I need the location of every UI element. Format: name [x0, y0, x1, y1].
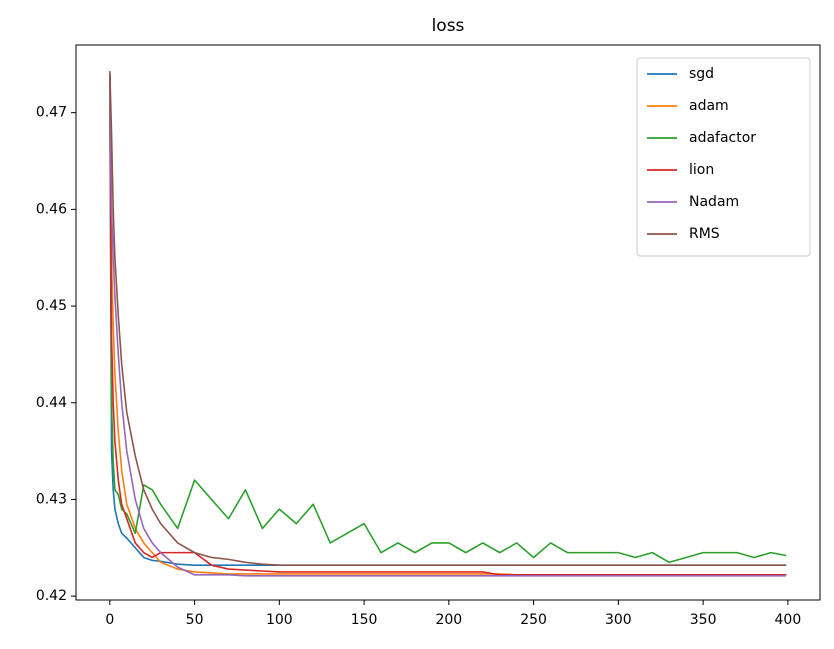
y-tick-label: 0.43: [36, 491, 67, 507]
x-tick-label: 50: [186, 612, 204, 628]
x-tick-label: 350: [690, 612, 717, 628]
legend-box: [636, 57, 811, 257]
x-tick-label: 400: [775, 612, 802, 628]
x-tick-label: 100: [266, 612, 293, 628]
legend-label: adam: [689, 98, 729, 114]
series-line: [109, 71, 787, 566]
chart-title: loss: [432, 16, 465, 36]
y-tick-label: 0.46: [36, 201, 67, 217]
legend-label: Nadam: [689, 194, 739, 210]
series-line: [109, 74, 787, 577]
legend-label: RMS: [689, 226, 720, 242]
x-tick-label: 150: [351, 612, 378, 628]
x-tick-label: 200: [435, 612, 462, 628]
y-tick-label: 0.42: [36, 588, 67, 604]
y-tick-label: 0.47: [36, 105, 67, 121]
legend-label: adafactor: [689, 130, 756, 146]
legend-label: sgd: [689, 66, 714, 82]
y-tick-label: 0.45: [36, 298, 67, 314]
plot-frame: [75, 44, 821, 601]
legend: sgd adam adafactor lion Nadam RMS: [636, 57, 811, 257]
y-tick-label: 0.44: [36, 395, 67, 411]
series-line: [109, 74, 787, 576]
x-tick-label: 300: [605, 612, 632, 628]
legend-label: lion: [689, 162, 714, 178]
x-tick-label: 0: [105, 612, 114, 628]
x-tick-label: 250: [520, 612, 547, 628]
series-line: [109, 74, 787, 564]
